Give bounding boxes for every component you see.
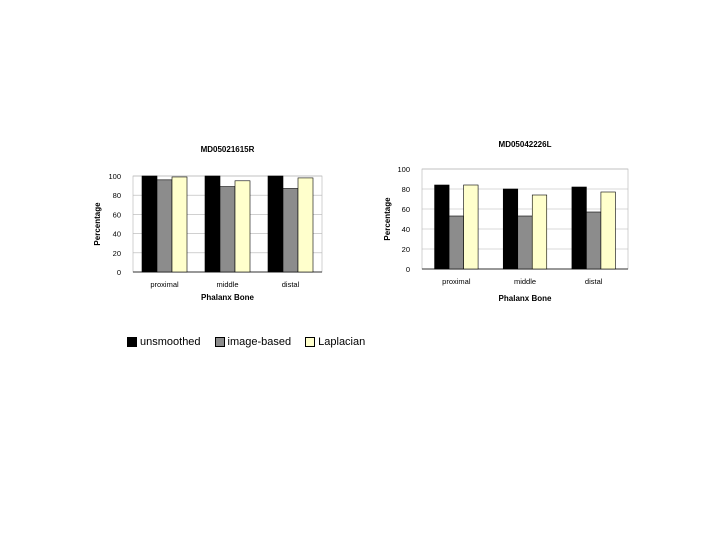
chart2-bar-Laplacian-distal <box>600 191 616 270</box>
chart2-ytick-40: 40 <box>402 225 410 234</box>
chart1-ytick-80: 80 <box>113 191 121 200</box>
chart1-ytick-20: 20 <box>113 249 121 258</box>
chart2-xlabel: Phalanx Bone <box>499 294 552 303</box>
chart-md05042226l: MD05042226L 0 20 40 60 80 100 proximal middle dis… <box>380 132 640 307</box>
chart1-xtick-middle: middle <box>216 280 238 289</box>
chart-md05021615r: MD05021615R 0 20 40 60 80 100 proximal middle dis… <box>90 138 330 303</box>
chart1-bar-Laplacian-middle <box>234 180 251 273</box>
chart1-bar-image-based-middle <box>219 186 236 273</box>
chart2-bar-image-based-proximal <box>448 215 464 270</box>
chart1-bar-Laplacian-distal <box>297 177 314 273</box>
legend-swatch-unsmoothed <box>127 337 137 347</box>
chart1-bar-unsmoothed-middle <box>204 175 221 273</box>
chart2-ytick-20: 20 <box>402 245 410 254</box>
chart2-ytick-0: 0 <box>406 265 410 274</box>
chart2-svg: MD05042226L 0 20 40 60 80 100 proximal middle dis… <box>383 140 629 303</box>
legend-swatch-laplacian <box>305 337 316 347</box>
chart2-xtick-proximal: proximal <box>442 277 471 286</box>
legend-item-laplacian: Laplacian <box>305 336 365 348</box>
chart2-bar-unsmoothed-distal <box>571 186 587 270</box>
chart1-ytick-40: 40 <box>113 230 121 239</box>
legend-label-image-based: image-based <box>227 336 292 348</box>
chart2-bar-image-based-distal <box>586 211 602 270</box>
chart2-ytick-80: 80 <box>402 185 410 194</box>
chart1-title: MD05021615R <box>201 145 255 154</box>
chart2-ytick-100: 100 <box>397 165 410 174</box>
chart2-xtick-distal: distal <box>585 277 603 286</box>
legend-label-laplacian: Laplacian <box>318 336 366 348</box>
legend-item-unsmoothed: unsmoothed <box>127 336 201 348</box>
chart2-ytick-60: 60 <box>402 205 410 214</box>
chart2-bar-unsmoothed-proximal <box>434 184 450 270</box>
chart1-xtick-proximal: proximal <box>150 280 179 289</box>
chart1-bar-unsmoothed-distal <box>267 175 284 273</box>
chart1-ytick-0: 0 <box>117 268 121 277</box>
chart1-svg: MD05021615R 0 20 40 60 80 100 proximal middle dis… <box>93 145 323 302</box>
chart1-xtick-distal: distal <box>282 280 300 289</box>
chart1-xlabel: Phalanx Bone <box>201 293 254 302</box>
chart2-xtick-middle: middle <box>514 277 536 286</box>
chart2-bar-unsmoothed-middle <box>502 188 519 270</box>
chart2-ylabel: Percentage <box>383 197 392 241</box>
chart1-ytick-60: 60 <box>113 210 121 219</box>
chart1-ytick-100: 100 <box>108 172 121 181</box>
legend-label-unsmoothed: unsmoothed <box>140 336 201 348</box>
chart2-title: MD05042226L <box>499 140 552 149</box>
chart1-ylabel: Percentage <box>93 202 102 246</box>
chart2-bar-Laplacian-middle <box>531 194 548 270</box>
chart2-bar-image-based-middle <box>517 215 533 270</box>
legend-item-image-based: image-based <box>214 336 292 348</box>
chart1-bar-unsmoothed-proximal <box>141 175 158 273</box>
chart1-bar-image-based-proximal <box>156 179 173 273</box>
chart1-bar-image-based-distal <box>282 188 299 273</box>
legend: unsmoothed image-based Laplacian <box>127 336 379 348</box>
chart1-bar-Laplacian-proximal <box>171 176 188 273</box>
chart2-bar-Laplacian-proximal <box>463 184 479 270</box>
legend-swatch-image-based <box>214 337 225 347</box>
